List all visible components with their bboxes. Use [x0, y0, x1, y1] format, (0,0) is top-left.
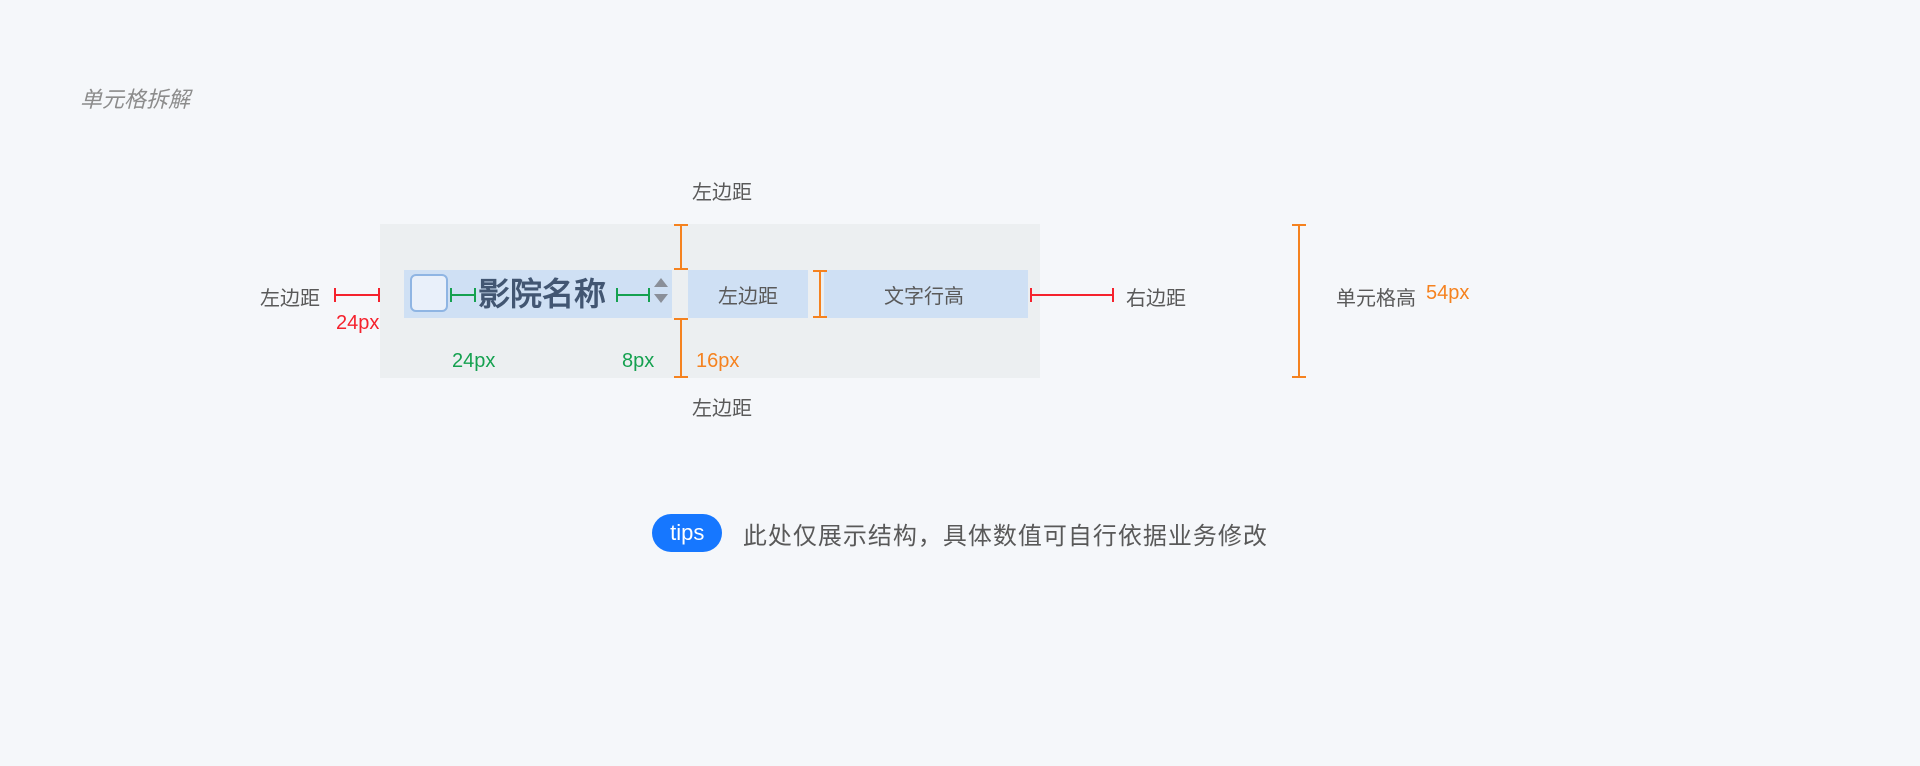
row-height-label: 单元格高	[1336, 282, 1416, 311]
cell-title-text: 影院名称	[478, 270, 606, 318]
section-title: 单元格拆解	[80, 82, 190, 114]
cell-breakdown-diagram: 左边距 影院名称 左边距 文字行高 左边距 24px 24px 8px 16px	[260, 174, 1560, 434]
measure-green-1-value: 24px	[452, 350, 495, 373]
tips-row: tips 此处仅展示结构，具体数值可自行依据业务修改	[0, 514, 1920, 552]
label-bottom-margin: 左边距	[692, 392, 752, 421]
row-height-bracket	[1292, 224, 1306, 378]
row-height-value: 54px	[1426, 282, 1469, 305]
left-margin-label: 左边距	[260, 282, 320, 311]
cell3-label: 文字行高	[884, 280, 964, 309]
checkbox[interactable]	[410, 274, 448, 312]
sort-icon[interactable]	[654, 278, 668, 308]
measure-orange-cellmid	[813, 270, 827, 318]
measure-green-2	[616, 288, 650, 302]
tips-text: 此处仅展示结构，具体数值可自行依据业务修改	[743, 516, 1268, 551]
measure-orange-value: 16px	[696, 350, 739, 373]
measure-green-1	[450, 288, 476, 302]
cell2-label: 左边距	[718, 280, 778, 309]
right-margin-label: 右边距	[1126, 282, 1186, 311]
measure-orange-top	[674, 224, 688, 270]
measure-left-red	[334, 288, 380, 302]
tips-badge: tips	[652, 514, 722, 552]
measure-right-red	[1030, 288, 1114, 302]
measure-left-red-value: 24px	[336, 312, 379, 335]
measure-green-2-value: 8px	[622, 350, 654, 373]
label-top-margin: 左边距	[692, 176, 752, 205]
measure-orange-bottom	[674, 318, 688, 378]
